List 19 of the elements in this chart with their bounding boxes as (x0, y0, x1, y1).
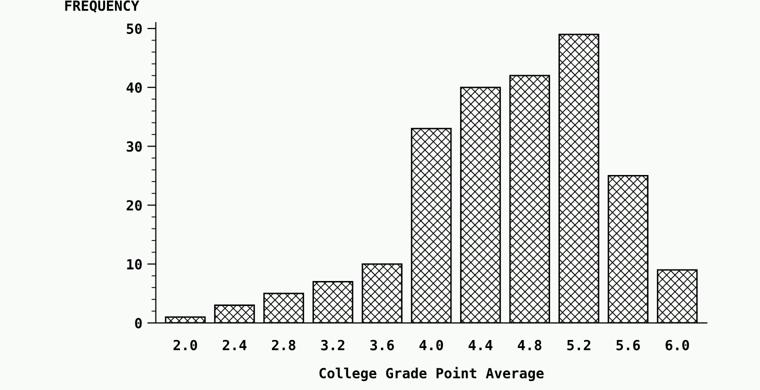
x-tick-label: 2.4 (222, 340, 246, 350)
x-tick-label: 4.8 (518, 340, 542, 350)
x-tick-label: 2.0 (174, 340, 198, 350)
y-tick-label: 20 (126, 200, 142, 211)
y-tick-label: 0 (135, 318, 142, 328)
x-tick-label: 5.2 (567, 340, 590, 350)
y-axis-title: FREQUENCY (65, 0, 140, 13)
y-tick-label: 30 (126, 141, 142, 152)
x-tick-label: 4.0 (419, 340, 444, 350)
x-tick-label: 4.4 (468, 340, 492, 350)
x-tick-label: 5.6 (616, 340, 640, 350)
y-tick-label: 40 (126, 82, 142, 93)
x-tick-label: 3.6 (370, 340, 394, 350)
x-tick-label: 6.0 (666, 340, 689, 350)
x-tick-label: 2.8 (272, 340, 296, 350)
x-axis-title: College Grade Point Average (319, 366, 544, 382)
y-tick-label: 50 (126, 23, 142, 34)
y-tick-label: 10 (127, 259, 142, 270)
x-tick-label: 3.2 (321, 340, 344, 350)
